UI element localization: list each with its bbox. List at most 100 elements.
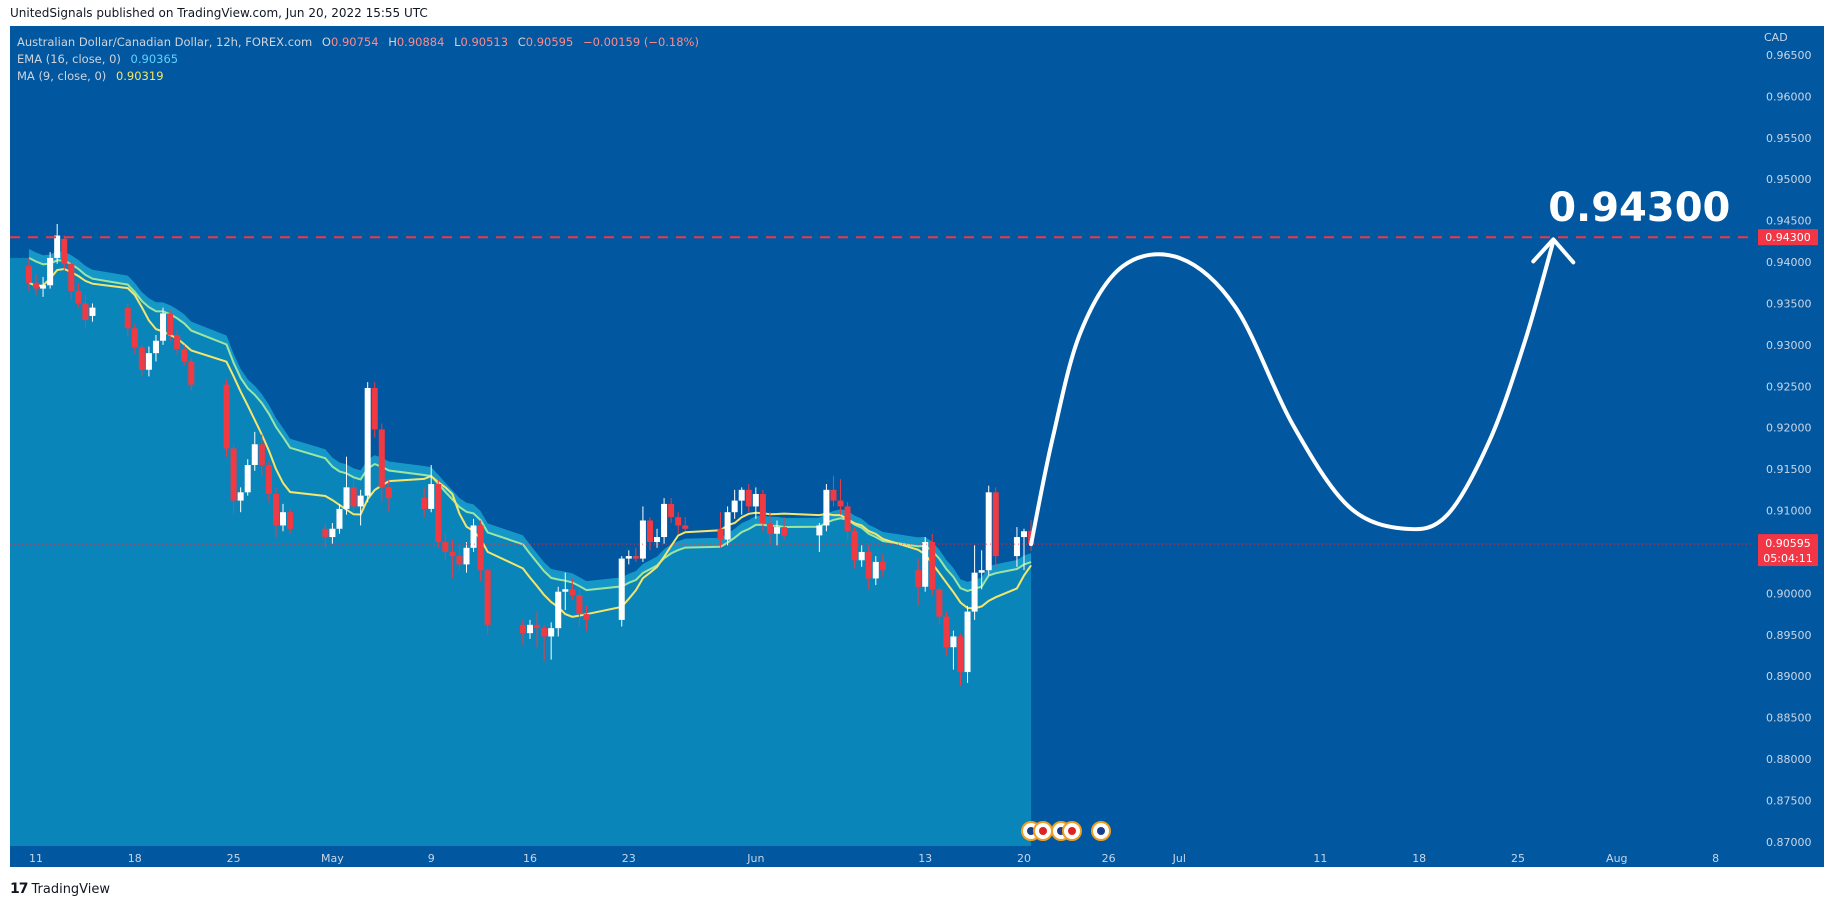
candle[interactable] [978, 550, 985, 590]
candle[interactable] [738, 487, 745, 515]
candle[interactable] [378, 423, 385, 503]
candle[interactable] [964, 605, 971, 683]
target-annotation-text[interactable]: 0.94300 [1548, 185, 1730, 231]
candle[interactable] [957, 633, 964, 687]
candle-body[interactable] [1021, 531, 1027, 538]
candle-body[interactable] [774, 527, 780, 534]
candle[interactable] [322, 522, 329, 548]
candle-body[interactable] [463, 547, 470, 565]
candle-body[interactable] [54, 235, 61, 258]
candle-body[interactable] [992, 492, 999, 557]
candle-body[interactable] [435, 484, 442, 543]
candle[interactable] [40, 276, 47, 297]
candle[interactable] [639, 506, 646, 562]
economic-event-icon[interactable] [1091, 821, 1111, 841]
candle[interactable] [470, 518, 477, 552]
candle-body[interactable] [61, 238, 68, 264]
candle-body[interactable] [583, 614, 590, 620]
projection-curve[interactable] [1029, 239, 1556, 547]
candle-body[interactable] [639, 520, 646, 559]
candle-body[interactable] [957, 636, 964, 673]
candle-body[interactable] [160, 313, 167, 341]
candle[interactable] [435, 479, 442, 548]
candle[interactable] [258, 434, 265, 476]
candle[interactable] [929, 533, 936, 596]
candle[interactable] [442, 533, 449, 561]
candle[interactable] [668, 498, 675, 523]
candle-body[interactable] [280, 512, 286, 526]
candle[interactable] [943, 611, 950, 656]
candle-body[interactable] [759, 493, 766, 523]
candle[interactable] [145, 346, 152, 377]
price-chart[interactable]: 0.94300 CAD 0.96500 0.96000 0.95500 0.95000 0… [0, 26, 1834, 873]
candle[interactable] [837, 479, 844, 515]
candle-body[interactable] [477, 525, 484, 571]
candle-body[interactable] [738, 489, 745, 501]
candle-body[interactable] [654, 537, 661, 543]
candle-body[interactable] [943, 616, 950, 648]
candle-body[interactable] [632, 556, 639, 559]
candle[interactable] [61, 235, 68, 271]
candle-body[interactable] [188, 361, 195, 385]
candle-body[interactable] [223, 384, 230, 449]
candle-body[interactable] [752, 493, 759, 507]
candle-body[interactable] [872, 561, 879, 579]
candle-body[interactable] [89, 307, 96, 316]
legend-symbol[interactable]: Australian Dollar/Canadian Dollar, 12h, … [17, 35, 313, 49]
candle[interactable] [463, 542, 470, 573]
candle[interactable] [357, 489, 364, 526]
candle[interactable] [541, 624, 548, 662]
candle[interactable] [25, 257, 32, 292]
candle[interactable] [364, 382, 371, 503]
candle[interactable] [654, 528, 661, 548]
candle-body[interactable] [322, 528, 329, 538]
candle-body[interactable] [82, 303, 89, 321]
candle[interactable] [385, 479, 392, 513]
candle[interactable] [244, 459, 251, 496]
candle[interactable] [75, 282, 82, 308]
footer[interactable]: 17 TradingView [10, 881, 110, 897]
candle[interactable] [477, 520, 484, 581]
candle-body[interactable] [830, 489, 837, 501]
candle-body[interactable] [844, 506, 851, 532]
candle[interactable] [167, 310, 174, 341]
candle[interactable] [131, 324, 138, 354]
candle[interactable] [879, 553, 886, 577]
candle-body[interactable] [936, 589, 943, 617]
candle-body[interactable] [858, 551, 865, 561]
candle[interactable] [724, 506, 731, 546]
candle-body[interactable] [964, 611, 971, 673]
candle[interactable] [237, 487, 244, 513]
candle-body[interactable] [661, 503, 668, 538]
candle[interactable] [830, 475, 837, 507]
candle[interactable] [675, 512, 682, 534]
candle[interactable] [745, 484, 752, 513]
candle[interactable] [138, 344, 145, 377]
candle-body[interactable] [724, 512, 731, 540]
candle-body[interactable] [548, 628, 555, 637]
candle-body[interactable] [47, 257, 54, 286]
candle-body[interactable] [668, 503, 675, 518]
candle-body[interactable] [421, 498, 428, 509]
candle[interactable] [971, 545, 978, 620]
candle-body[interactable] [244, 464, 251, 493]
candle-body[interactable] [576, 595, 583, 615]
candle[interactable] [759, 489, 766, 532]
candle-body[interactable] [428, 484, 435, 509]
candle-body[interactable] [329, 528, 336, 538]
candle[interactable] [823, 484, 830, 532]
candle[interactable] [329, 522, 336, 544]
candle[interactable] [152, 334, 159, 362]
candle-body[interactable] [766, 522, 773, 534]
candle-body[interactable] [745, 489, 752, 507]
candle[interactable] [519, 619, 526, 645]
candle-body[interactable] [138, 347, 145, 370]
candle-body[interactable] [343, 487, 350, 509]
candle-body[interactable] [251, 444, 258, 465]
candle[interactable] [336, 503, 343, 534]
candle-body[interactable] [625, 556, 632, 559]
candle[interactable] [781, 517, 788, 540]
candle-body[interactable] [519, 624, 526, 634]
candle[interactable] [456, 545, 463, 571]
candle-body[interactable] [181, 349, 188, 362]
